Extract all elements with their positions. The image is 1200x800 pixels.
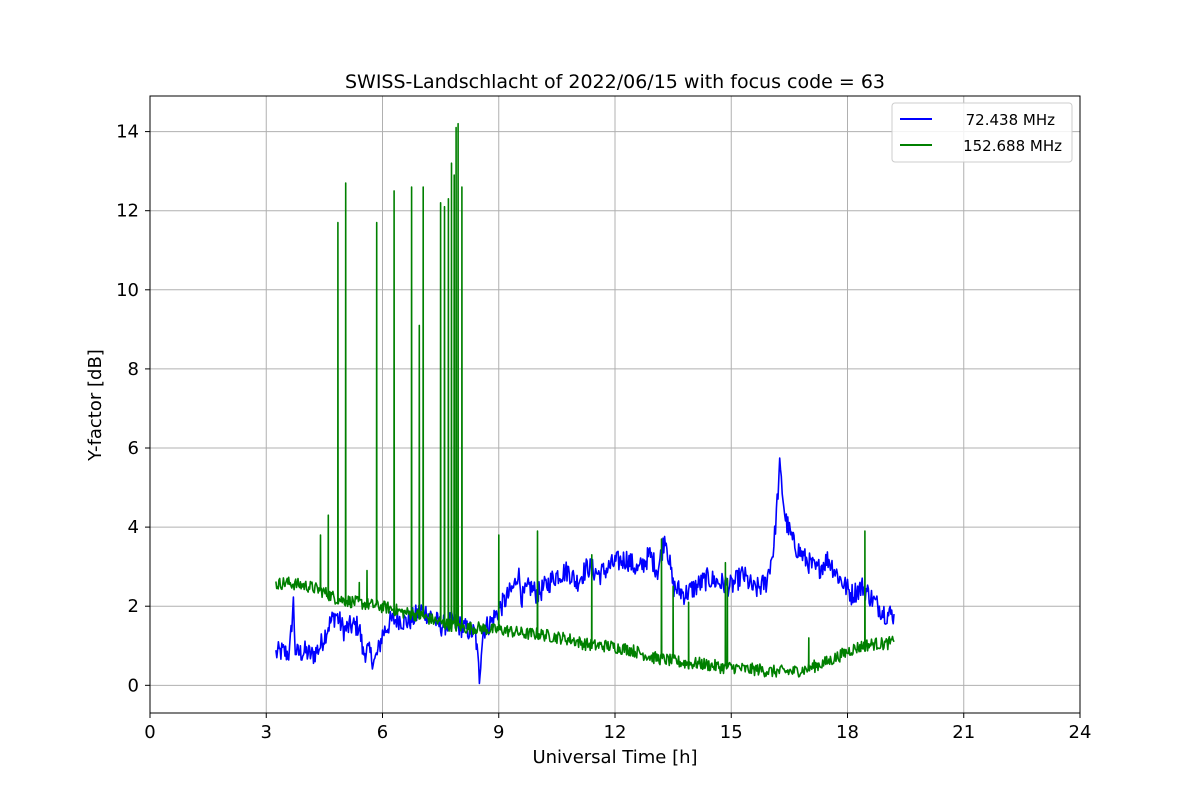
y-tick-label: 0 (128, 675, 139, 696)
x-tick-label: 18 (836, 722, 859, 743)
x-tick-label: 9 (493, 722, 504, 743)
x-tick-label: 12 (604, 722, 627, 743)
y-tick-label: 8 (128, 359, 139, 380)
series-line-1 (275, 122, 895, 678)
y-tick-label: 12 (116, 201, 139, 222)
legend-box (891, 102, 1073, 163)
x-tick-label: 3 (261, 722, 272, 743)
y-tick-label: 4 (128, 517, 139, 538)
grid (149, 96, 1081, 713)
legend-label-72mhz: 72.438 MHz (966, 111, 1055, 129)
x-tick-label: 15 (720, 722, 743, 743)
x-tick-label: 6 (377, 722, 388, 743)
legend-label-152mhz: 152.688 MHz (963, 137, 1062, 155)
x-tick-label: 0 (144, 722, 155, 743)
y-axis-label: Y-factor [dB] (85, 349, 106, 462)
series-line-0 (275, 457, 895, 685)
x-tick-label: 24 (1069, 722, 1092, 743)
legend: 72.438 MHz 152.688 MHz (891, 102, 1073, 163)
x-axis-label: Universal Time [h] (532, 747, 697, 768)
y-tick-label: 6 (128, 438, 139, 459)
y-tick-label: 10 (116, 280, 139, 301)
x-tick-label: 21 (952, 722, 975, 743)
y-tick-label: 2 (128, 596, 139, 617)
plot-area (275, 122, 895, 685)
y-tick-label: 14 (116, 122, 139, 143)
chart-title: SWISS-Landschlacht of 2022/06/15 with fo… (345, 71, 885, 93)
